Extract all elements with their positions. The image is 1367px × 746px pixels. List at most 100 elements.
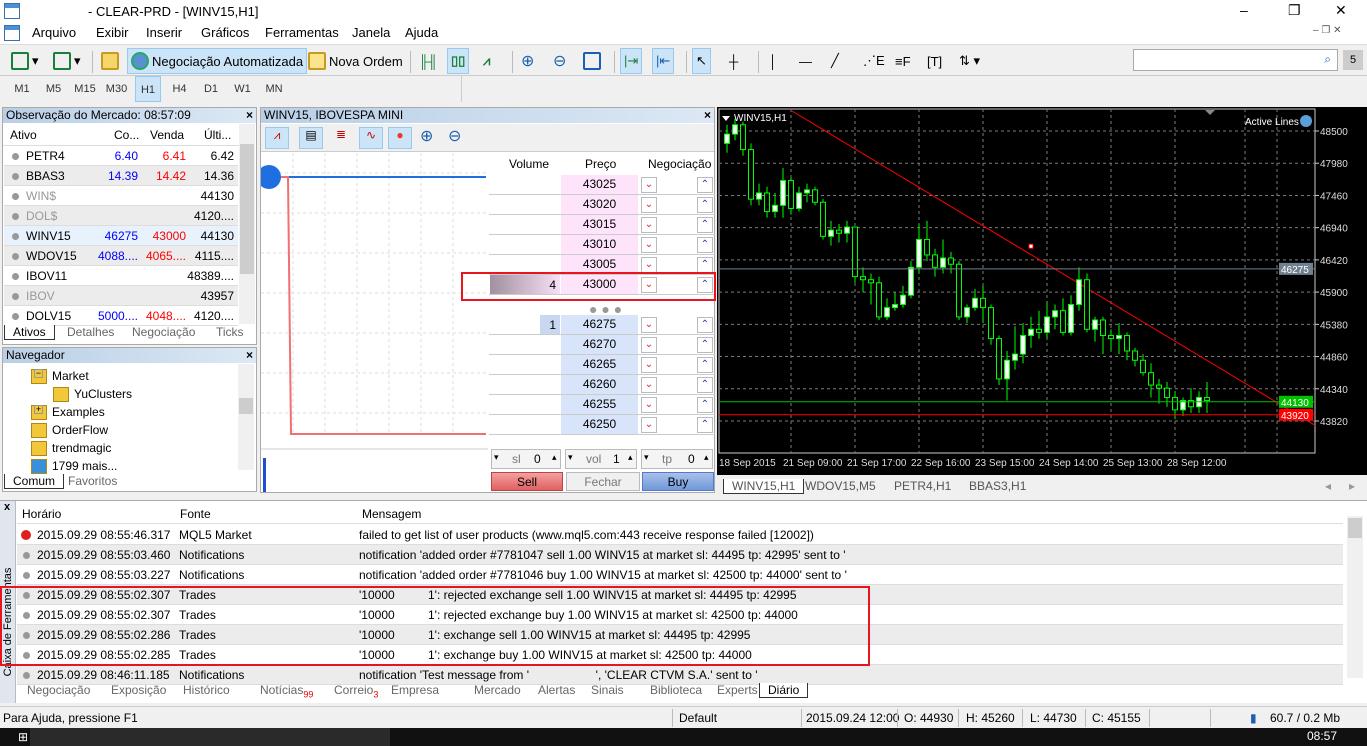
dom-level-row[interactable]: 46250 ⌄ ⌃	[489, 415, 715, 435]
search-input[interactable]: ⌕	[1133, 49, 1338, 71]
vol-value[interactable]: 1	[613, 452, 620, 466]
new-chart-button[interactable]: ▾	[8, 48, 42, 74]
timeframe-w1[interactable]: W1	[234, 83, 251, 95]
tab-favoritos[interactable]: Favoritos	[68, 474, 118, 488]
tab-comum[interactable]: Comum	[4, 474, 65, 489]
cursor-button[interactable]: ↖	[692, 48, 711, 74]
chart-tab[interactable]: PETR4,H1	[894, 479, 952, 493]
sell-button[interactable]: Sell	[491, 472, 563, 491]
arrows-button[interactable]: ⇅ ▾	[956, 48, 983, 74]
sl-value[interactable]: 0	[534, 452, 541, 466]
buy-limit-button[interactable]: ⌃	[697, 417, 713, 433]
market-watch-row[interactable]: WIN$ 44130	[4, 186, 238, 206]
timeframe-m5[interactable]: M5	[45, 83, 62, 95]
tab-negociação[interactable]: Negociação	[132, 325, 196, 339]
tab-correio[interactable]: Correio3	[334, 683, 378, 699]
buy-limit-button[interactable]: ⌃	[697, 177, 713, 193]
expand-icon[interactable]: +	[34, 404, 43, 414]
new-order-button[interactable]: Nova Ordem	[305, 48, 406, 74]
chart-canvas[interactable]: 48500 47980 47460 46940 46420 45900 45380 44860…	[717, 107, 1367, 475]
dom-level-row[interactable]: 43020 ⌄ ⌃	[489, 195, 715, 215]
market-watch-row[interactable]: WDOV15 4088.... 4065.... 4115....	[4, 246, 238, 266]
col-time[interactable]: Horário	[22, 507, 62, 521]
buy-limit-button[interactable]: ⌃	[697, 217, 713, 233]
dom-level-row[interactable]: 46270 ⌄ ⌃	[489, 335, 715, 355]
dom-pulse-icon[interactable]: ∿	[359, 127, 383, 149]
dom-level-row[interactable]: 43010 ⌄ ⌃	[489, 235, 715, 255]
sell-limit-button[interactable]: ⌄	[641, 177, 657, 193]
help-book-button[interactable]: 5	[1343, 50, 1363, 70]
timeframe-h4[interactable]: H4	[172, 83, 187, 95]
market-watch-row[interactable]: IBOV11 48389....	[4, 266, 238, 286]
dom-ticks-icon[interactable]: ≣	[335, 127, 347, 141]
log-row[interactable]: 2015.09.29 08:55:03.227 Notifications noti…	[17, 565, 1343, 585]
zoom-out-button[interactable]: ⊖	[550, 48, 569, 74]
dom-level-row[interactable]: 43015 ⌄ ⌃	[489, 215, 715, 235]
maximize-button[interactable]: ❐	[1288, 2, 1301, 18]
volume-stepper[interactable]: ▾ vol 1 ▴	[565, 449, 637, 469]
dom-level-row[interactable]: 46260 ⌄ ⌃	[489, 375, 715, 395]
col-bid[interactable]: Co...	[114, 128, 140, 142]
chart-shift-button[interactable]: |⇥	[620, 48, 643, 74]
tab-histórico[interactable]: Histórico	[183, 683, 230, 697]
log-scrollbar[interactable]	[1347, 516, 1363, 678]
buy-button[interactable]: Buy	[642, 472, 714, 491]
horizontal-line-button[interactable]: —	[796, 48, 815, 74]
sell-limit-button[interactable]: ⌄	[641, 217, 657, 233]
buy-limit-button[interactable]: ⌃	[697, 257, 713, 273]
market-watch-row[interactable]: DOL$ 4120....	[4, 206, 238, 226]
market-watch-scrollbar[interactable]	[239, 124, 255, 324]
tab-sinais[interactable]: Sinais	[591, 683, 624, 697]
log-row[interactable]: 2015.09.29 08:46:11.185 Notifications noti…	[17, 665, 1343, 685]
tab-alertas[interactable]: Alertas	[538, 683, 575, 697]
log-row[interactable]: 2015.09.29 08:55:02.307 Trades '10000 1': …	[17, 605, 1343, 625]
trendline-button[interactable]: ╱	[828, 48, 842, 74]
menu-exibir[interactable]: Exibir	[96, 25, 129, 40]
tp-value[interactable]: 0	[688, 452, 695, 466]
navigator-scrollbar[interactable]	[238, 364, 254, 470]
tab-ticks[interactable]: Ticks	[216, 325, 244, 339]
zoom-in-button[interactable]: ⊕	[518, 48, 537, 74]
close-position-button[interactable]: Fechar	[566, 472, 640, 491]
sell-limit-button[interactable]: ⌄	[641, 317, 657, 333]
buy-limit-button[interactable]: ⌃	[697, 197, 713, 213]
profiles-button[interactable]: ▾	[50, 48, 84, 74]
timeframe-m30[interactable]: M30	[105, 83, 128, 95]
zoom-in-icon[interactable]: ⊕	[420, 128, 434, 145]
col-message[interactable]: Mensagem	[362, 507, 422, 521]
buy-limit-button[interactable]: ⌃	[697, 237, 713, 253]
start-icon[interactable]: ⊞	[18, 730, 29, 744]
taskbar-search[interactable]	[30, 728, 390, 746]
tab-exposição[interactable]: Exposição	[111, 683, 166, 697]
fibonacci-button[interactable]: ≡F	[892, 48, 914, 74]
tile-windows-button[interactable]	[580, 48, 604, 74]
buy-limit-button[interactable]: ⌃	[697, 397, 713, 413]
col-symbol[interactable]: Ativo	[10, 128, 37, 142]
timeframe-m1[interactable]: M1	[14, 83, 30, 95]
tab-scroll-right[interactable]: ▸	[1349, 479, 1356, 493]
close-icon[interactable]: ×	[245, 348, 253, 362]
buy-limit-button[interactable]: ⌃	[697, 317, 713, 333]
timeframe-mn[interactable]: MN	[265, 83, 283, 95]
timeframe-h1[interactable]: H1	[135, 76, 161, 102]
tab-ativos[interactable]: Ativos	[4, 325, 55, 340]
market-watch-row[interactable]: WINV15 46275 43000 44130	[4, 226, 238, 246]
sell-limit-button[interactable]: ⌄	[641, 197, 657, 213]
menu-inserir[interactable]: Inserir	[146, 25, 183, 40]
menu-janela[interactable]: Janela	[352, 25, 391, 40]
sell-limit-button[interactable]: ⌄	[641, 397, 657, 413]
candlestick-button[interactable]: ▯▯	[447, 48, 470, 74]
tab-experts[interactable]: Experts	[717, 683, 758, 697]
timeframe-m15[interactable]: M15	[74, 83, 96, 95]
close-icon[interactable]: ×	[703, 108, 711, 122]
log-row[interactable]: 2015.09.29 08:55:02.286 Trades '10000 1': …	[17, 625, 1343, 645]
dom-levels-icon[interactable]: ▤	[299, 127, 323, 149]
auto-trading-button[interactable]: Negociação Automatizada	[127, 48, 308, 74]
buy-limit-button[interactable]: ⌃	[697, 337, 713, 353]
chart-tab[interactable]: WINV15,H1	[723, 479, 805, 494]
line-chart-button[interactable]: ⩘	[480, 48, 493, 74]
log-row[interactable]: 2015.09.29 08:55:03.460 Notifications noti…	[17, 545, 1343, 565]
metaeditor-button[interactable]	[98, 48, 122, 74]
market-watch-row[interactable]: IBOV 43957	[4, 286, 238, 306]
chart-tab[interactable]: WDOV15,M5	[805, 479, 876, 493]
